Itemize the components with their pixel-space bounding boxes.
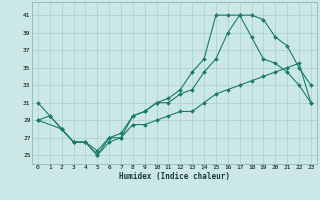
- X-axis label: Humidex (Indice chaleur): Humidex (Indice chaleur): [119, 172, 230, 181]
